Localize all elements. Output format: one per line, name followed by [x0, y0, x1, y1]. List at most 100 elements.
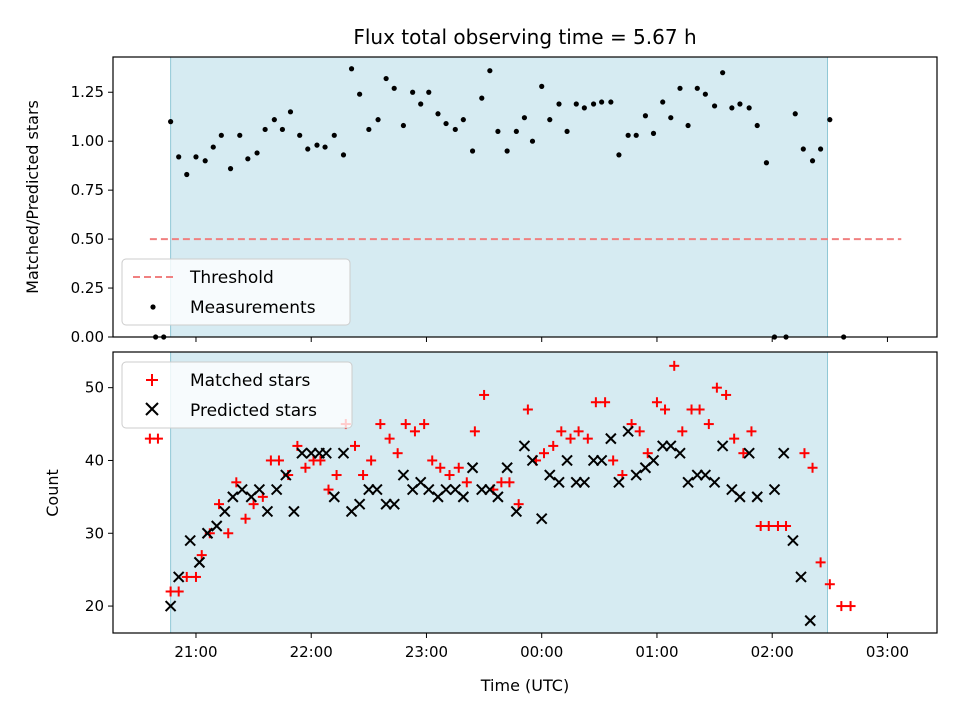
- predicted-star-point: [544, 469, 556, 481]
- matched-star-point: [196, 550, 207, 561]
- predicted-star-point: [270, 483, 283, 496]
- matched-star-point: [384, 433, 395, 444]
- legend-matched-label: Matched stars: [190, 371, 310, 391]
- predicted-star-point: [328, 491, 340, 503]
- top-axes-frame: [112, 56, 938, 338]
- measurement-point: [348, 66, 355, 72]
- y-tick-label: 1.00: [71, 132, 104, 150]
- matched-star-point: [323, 484, 334, 495]
- matched-star-point: [366, 455, 377, 466]
- measurement-point: [495, 128, 501, 135]
- bottom-axes-frame: [112, 351, 938, 634]
- matched-star-point: [824, 579, 835, 590]
- matched-star-point: [845, 601, 856, 612]
- measurement-point: [792, 111, 798, 117]
- predicted-star-point: [561, 454, 573, 467]
- matched-star-point: [190, 571, 201, 582]
- measurement-point: [184, 171, 190, 178]
- y-tick-label: 0.50: [71, 230, 104, 248]
- measurement-point: [521, 115, 528, 121]
- predicted-star-point: [337, 447, 350, 459]
- measurement-point: [660, 99, 666, 105]
- measurement-point: [452, 126, 458, 133]
- predicted-star-point: [778, 447, 790, 459]
- measurement-point: [271, 117, 277, 123]
- legend-measurements-swatch: [150, 304, 156, 310]
- measurement-point: [297, 132, 303, 138]
- top-y-ticks: 0.00 0.25 0.50 0.75 1.00 1.25: [71, 83, 113, 346]
- predicted-star-point: [510, 505, 523, 518]
- matched-star-point: [469, 426, 480, 437]
- measurement-point: [668, 115, 674, 121]
- measurement-point: [383, 75, 389, 82]
- matched-star-point: [807, 462, 818, 473]
- matched-star-point: [694, 404, 705, 415]
- matched-star-point: [504, 477, 515, 488]
- measurement-point: [366, 126, 372, 133]
- predicted-star-point: [674, 447, 686, 459]
- measurement-point: [633, 132, 639, 138]
- matched-star-point: [738, 448, 749, 459]
- predicted-star-point: [388, 498, 400, 510]
- measurement-point: [262, 126, 268, 133]
- matched-star-point: [677, 426, 688, 437]
- matched-star-point: [669, 360, 680, 371]
- predicted-star-point: [280, 469, 292, 481]
- measurement-point: [202, 158, 208, 164]
- bottom-x-ticks: 21:00 22:00 23:00 00:00 01:00 02:00 03:00: [174, 633, 909, 661]
- measurement-point: [426, 89, 432, 95]
- x-tick-label: 23:00: [405, 643, 448, 661]
- matched-star-point: [763, 520, 774, 531]
- matched-star-point: [427, 455, 438, 466]
- matched-star-point: [711, 382, 722, 393]
- matched-star-points: [144, 360, 856, 612]
- matched-star-point: [240, 513, 251, 524]
- measurement-point: [254, 150, 260, 156]
- matched-star-point: [642, 448, 653, 459]
- measurement-point: [469, 148, 476, 154]
- measurement-point: [737, 101, 743, 107]
- predicted-star-point: [164, 600, 177, 612]
- predicted-star-point: [768, 483, 781, 496]
- measurement-point: [460, 117, 466, 123]
- x-tick-label: 21:00: [174, 643, 217, 661]
- x-tick-label: 22:00: [290, 643, 333, 661]
- matched-star-point: [565, 433, 576, 444]
- measurement-point: [418, 101, 424, 107]
- predicted-star-point: [743, 447, 755, 459]
- measurement-point: [391, 85, 397, 91]
- predicted-star-point: [795, 571, 807, 583]
- measurement-point: [746, 105, 752, 111]
- matched-star-point: [590, 397, 601, 408]
- predicted-star-point: [219, 505, 231, 518]
- measurement-point: [479, 95, 485, 101]
- measurement-point: [608, 99, 614, 105]
- predicted-star-point: [751, 491, 763, 503]
- y-tick-label: 0.75: [71, 181, 104, 199]
- bottom-legend-box: [121, 361, 353, 429]
- measurement-point: [809, 158, 816, 164]
- measurement-point: [694, 85, 700, 91]
- x-axis-label: Time (UTC): [480, 676, 569, 695]
- measurement-point: [237, 132, 243, 138]
- predicted-star-point: [526, 454, 539, 467]
- measurement-point: [375, 117, 381, 123]
- predicted-star-point: [440, 483, 452, 496]
- matched-star-point: [815, 557, 826, 568]
- measurement-point: [314, 142, 320, 148]
- measurement-point: [599, 99, 605, 105]
- matched-star-point: [444, 470, 455, 481]
- predicted-star-point: [397, 469, 410, 481]
- top-legend: Threshold Measurements: [121, 258, 351, 326]
- matched-star-point: [608, 455, 619, 466]
- matched-star-point: [600, 397, 611, 408]
- y-tick-label: 20: [85, 597, 104, 615]
- matched-star-point: [582, 433, 593, 444]
- predicted-star-point: [553, 476, 565, 489]
- measurement-point: [800, 146, 806, 152]
- measurement-point: [556, 101, 562, 107]
- predicted-star-point: [787, 534, 799, 547]
- predicted-star-point: [492, 491, 504, 503]
- predicted-star-point: [630, 469, 642, 481]
- matched-star-point: [300, 462, 311, 473]
